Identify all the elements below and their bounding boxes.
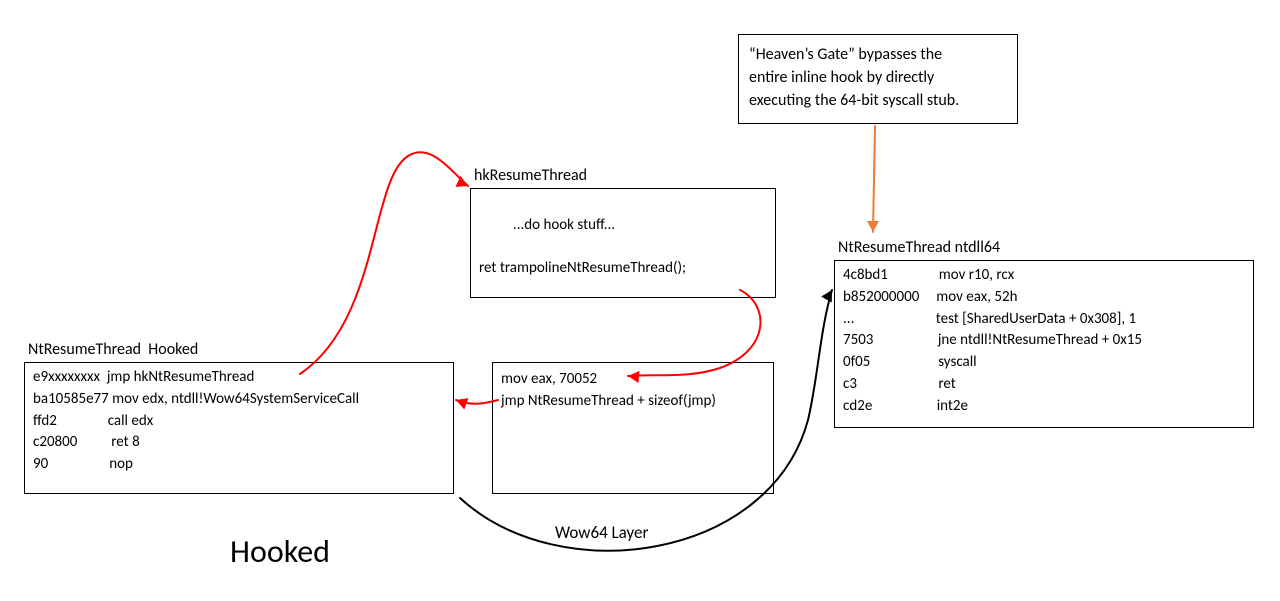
hooked-title: NtResumeThread Hooked: [28, 340, 198, 359]
hk-code: ...do hook stuff... ret trampolineNtResu…: [479, 193, 686, 280]
hk-box: ...do hook stuff... ret trampolineNtResu…: [470, 188, 776, 298]
hooked-big-label: Hooked: [230, 532, 330, 571]
hk-title: hkResumeThread: [474, 166, 587, 185]
trampoline-box: mov eax, 70052 jmp NtResumeThread + size…: [492, 362, 774, 494]
wow64-label: Wow64 Layer: [555, 522, 648, 543]
ntdll64-title: NtResumeThread ntdll64: [838, 238, 1000, 257]
ntdll64-box: 4c8bd1 mov r10, rcx b852000000 mov eax, …: [834, 260, 1254, 428]
annotation-text: “Heaven’s Gate” bypasses the entire inli…: [749, 43, 959, 113]
annotation-box: “Heaven’s Gate” bypasses the entire inli…: [738, 34, 1018, 124]
trampoline-code: mov eax, 70052 jmp NtResumeThread + size…: [501, 369, 716, 413]
hooked-code: e9xxxxxxxx jmp hkNtResumeThread ba10585e…: [33, 367, 359, 476]
hooked-box: e9xxxxxxxx jmp hkNtResumeThread ba10585e…: [24, 362, 454, 494]
ntdll64-code: 4c8bd1 mov r10, rcx b852000000 mov eax, …: [843, 265, 1142, 417]
